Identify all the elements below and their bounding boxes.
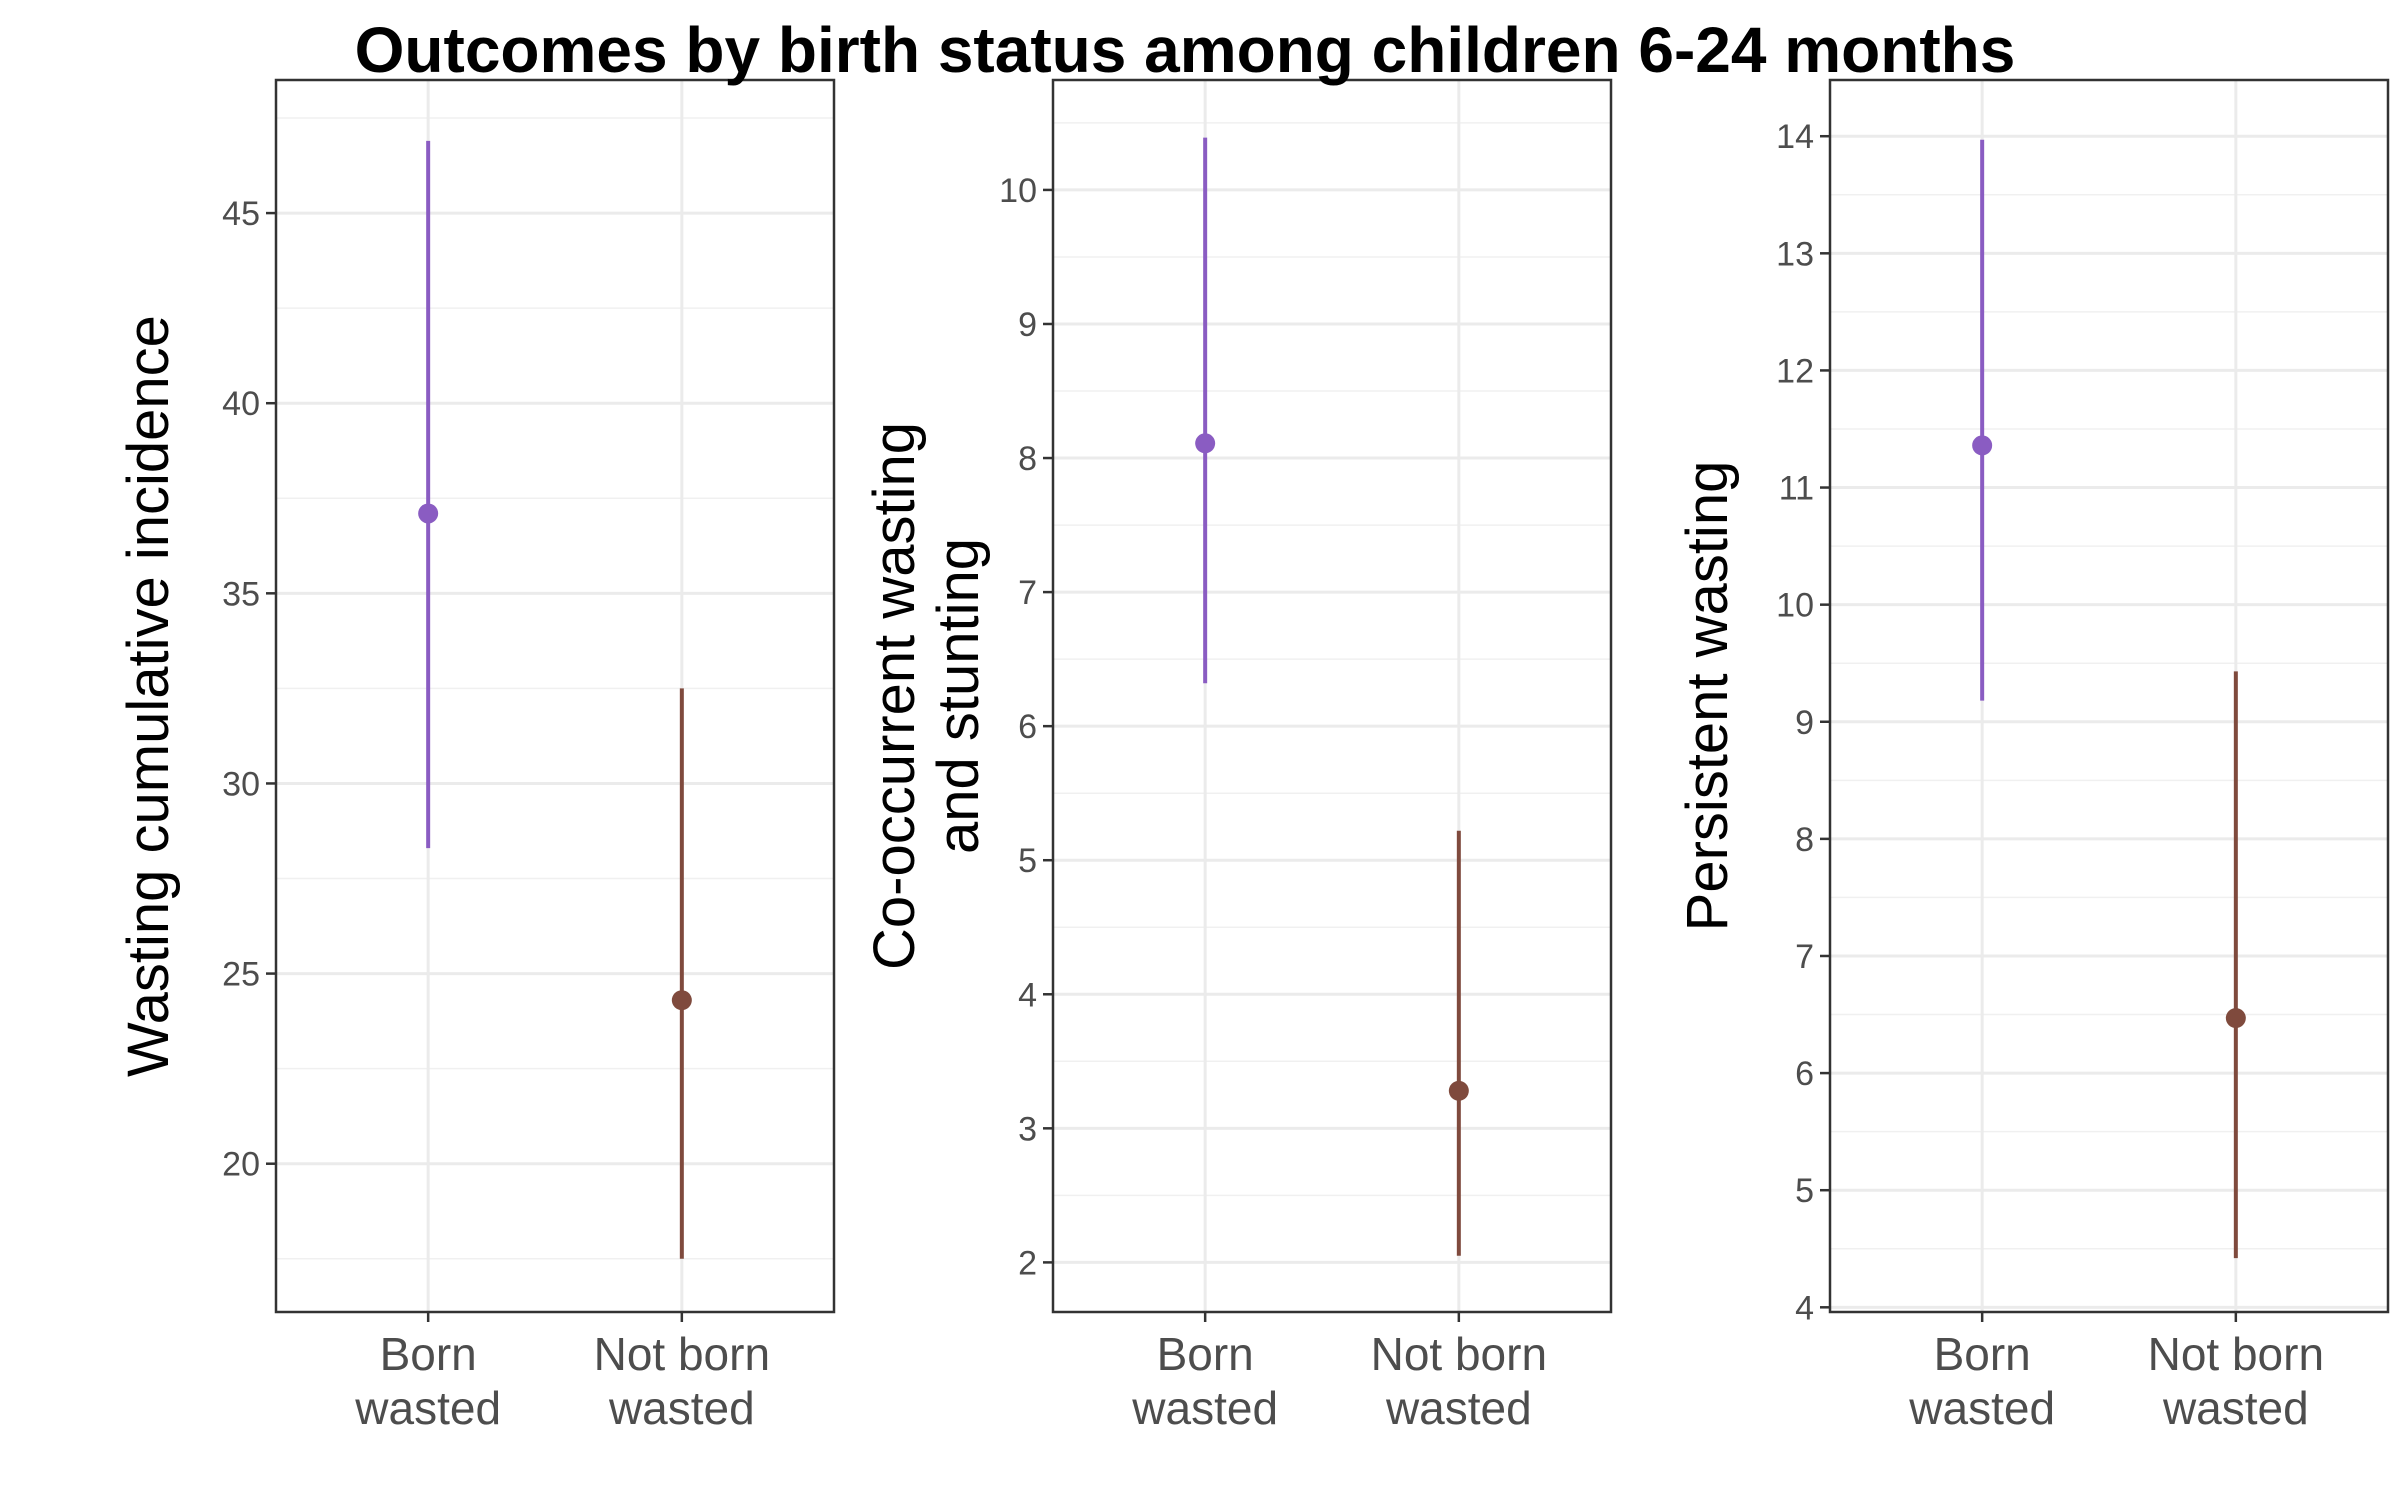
x-tick-label: Not born wasted	[1371, 1328, 1547, 1434]
x-tick-label-line: Not born	[594, 1328, 770, 1380]
y-tick-label: 6	[1795, 1055, 1814, 1093]
panel-background	[1830, 80, 2388, 1312]
y-tick-label: 7	[1018, 574, 1037, 612]
x-tick-label-line: Born	[1934, 1328, 2031, 1380]
x-tick-label-line: Born	[380, 1328, 477, 1380]
y-tick-label: 2	[1018, 1244, 1037, 1282]
x-tick-label-line: wasted	[354, 1382, 501, 1434]
figure-title: Outcomes by birth status among children …	[355, 14, 2016, 86]
x-tick-label-line: wasted	[1131, 1382, 1278, 1434]
y-tick-label: 35	[222, 575, 260, 613]
x-tick-label-line: wasted	[608, 1382, 755, 1434]
x-tick-label: Not born wasted	[2148, 1328, 2324, 1434]
y-tick-label: 20	[222, 1146, 260, 1184]
x-tick-label-line: Not born	[2148, 1328, 2324, 1380]
y-axis-title-line: Co-occurrent wasting	[862, 422, 927, 970]
y-tick-label: 4	[1018, 976, 1037, 1014]
y-tick-label: 40	[222, 385, 260, 423]
x-tick-label-line: wasted	[2162, 1382, 2309, 1434]
panel-border	[1828, 78, 2390, 1314]
estimate-point	[1972, 435, 1993, 456]
y-tick-label: 4	[1795, 1289, 1814, 1327]
y-tick-label: 11	[1779, 470, 1814, 508]
y-tick-label: 8	[1795, 821, 1814, 859]
y-tick-label: 5	[1795, 1172, 1814, 1210]
y-axis-title-line: and stunting	[926, 538, 991, 854]
y-tick-label: 8	[1018, 440, 1037, 478]
estimate-point	[1195, 433, 1216, 454]
y-tick-label: 30	[222, 765, 260, 803]
y-axis-title: Persistent wasting	[1675, 461, 1740, 932]
x-tick-label: Not born wasted	[594, 1328, 770, 1434]
panel-background	[1053, 80, 1611, 1312]
y-tick-label: 5	[1018, 842, 1037, 880]
estimate-point	[2225, 1008, 2246, 1029]
y-axis-title-line: Wasting cumulative incidence	[116, 315, 181, 1077]
y-axis-title: Wasting cumulative incidence	[116, 315, 181, 1077]
panel-border	[274, 78, 836, 1314]
y-tick-label: 45	[222, 195, 260, 233]
estimate-point	[418, 503, 439, 524]
x-tick-label-line: Born	[1157, 1328, 1254, 1380]
estimate-point	[671, 990, 692, 1011]
x-tick-label: Born wasted	[1131, 1328, 1278, 1434]
y-axis-title: Co-occurrent wastingand stunting	[862, 422, 991, 970]
y-tick-label: 7	[1795, 938, 1814, 976]
y-tick-label: 10	[999, 172, 1037, 210]
y-tick-label: 13	[1776, 235, 1814, 273]
y-axis-title-line: Persistent wasting	[1675, 461, 1740, 932]
y-tick-label: 9	[1018, 306, 1037, 344]
panel-border	[1051, 78, 1613, 1314]
x-tick-label-line: wasted	[1385, 1382, 1532, 1434]
y-tick-label: 10	[1776, 587, 1814, 625]
y-tick-label: 3	[1018, 1110, 1037, 1148]
x-tick-label: Born wasted	[1908, 1328, 2055, 1434]
y-tick-label: 9	[1795, 704, 1814, 742]
x-tick-label-line: Not born	[1371, 1328, 1547, 1380]
y-tick-label: 6	[1018, 708, 1037, 746]
estimate-point	[1448, 1080, 1469, 1101]
y-tick-label: 14	[1776, 118, 1814, 156]
x-tick-label: Born wasted	[354, 1328, 501, 1434]
y-tick-label: 25	[222, 956, 260, 994]
y-tick-label: 12	[1776, 352, 1814, 390]
x-tick-label-line: wasted	[1908, 1382, 2055, 1434]
panel-background	[276, 80, 834, 1312]
